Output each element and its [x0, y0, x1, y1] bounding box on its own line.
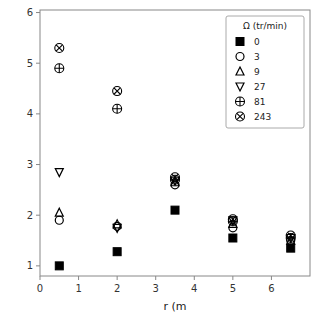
point	[228, 217, 237, 226]
y-tick-label: 2	[27, 210, 33, 221]
x-tick-label: 3	[153, 283, 159, 294]
marker-part	[236, 97, 245, 106]
point	[55, 216, 63, 224]
legend-label: 27	[254, 82, 265, 92]
y-tick-label: 6	[27, 7, 33, 18]
marker-part	[236, 53, 244, 61]
x-tick-label: 5	[230, 283, 236, 294]
x-tick	[194, 276, 195, 280]
point	[55, 64, 64, 73]
x-tick-label: 6	[268, 283, 274, 294]
legend-label: 3	[254, 52, 260, 62]
marker-part	[288, 232, 294, 238]
x-tick	[232, 276, 233, 280]
marker-part	[228, 217, 237, 226]
y-tick	[36, 215, 40, 216]
x-tick-label: 0	[37, 283, 43, 294]
marker-part	[55, 64, 64, 73]
x-tick	[40, 276, 41, 280]
x-tick-label: 1	[75, 283, 81, 294]
marker-part	[55, 216, 63, 224]
y-tick	[36, 113, 40, 114]
point	[113, 248, 121, 256]
marker-part	[55, 169, 63, 177]
y-tick-label: 4	[27, 108, 33, 119]
marker-part	[237, 113, 243, 119]
point	[55, 169, 63, 177]
point	[55, 208, 63, 216]
marker-part	[55, 262, 63, 270]
marker-part	[172, 174, 178, 180]
legend-label: 9	[254, 67, 260, 77]
chart: 0 1 2 3 4 5 6 1 2 3 4 5 6 r (m Ω (tr/min) 0 3 9 27 81 243	[0, 0, 320, 320]
marker-part	[113, 104, 122, 113]
x-tick	[271, 276, 272, 280]
point	[171, 206, 179, 214]
x-tick-label: 4	[191, 283, 197, 294]
marker-part	[113, 224, 121, 232]
marker-part	[287, 244, 295, 252]
marker-part	[228, 217, 237, 226]
x-axis-label: r (m	[163, 300, 186, 313]
legend-marker	[236, 53, 244, 61]
point	[228, 215, 237, 224]
marker-part	[286, 231, 295, 240]
marker-part	[236, 38, 244, 46]
legend-marker	[236, 97, 245, 106]
point	[113, 224, 121, 232]
marker-part	[230, 216, 236, 222]
legend-marker	[236, 38, 244, 46]
marker-part	[229, 234, 237, 242]
marker-part	[236, 67, 244, 75]
point	[286, 231, 295, 240]
y-tick-label: 5	[27, 58, 33, 69]
legend-box	[226, 16, 304, 128]
y-tick-label: 1	[27, 260, 33, 271]
point	[287, 244, 295, 252]
legend-label: 0	[254, 37, 260, 47]
x-tick	[155, 276, 156, 280]
marker-part	[114, 88, 120, 94]
plot-frame	[40, 10, 310, 276]
marker-part	[56, 45, 62, 51]
legend-label: 243	[254, 112, 271, 122]
marker-part	[113, 104, 122, 113]
marker-part	[55, 64, 64, 73]
point	[55, 44, 64, 53]
y-tick	[36, 164, 40, 165]
marker-part	[236, 97, 245, 106]
legend-title: Ω (tr/min)	[243, 21, 287, 31]
marker-part	[171, 206, 179, 214]
point	[55, 262, 63, 270]
marker-part	[171, 173, 180, 182]
x-tick	[78, 276, 79, 280]
marker-part	[113, 87, 122, 96]
x-tick	[117, 276, 118, 280]
legend-marker	[236, 112, 245, 121]
marker-part	[236, 112, 245, 121]
point	[229, 234, 237, 242]
y-tick-label: 3	[27, 159, 33, 170]
legend: Ω (tr/min) 0 3 9 27 81 243	[226, 16, 304, 128]
x-tick-label: 2	[114, 283, 120, 294]
marker-part	[55, 44, 64, 53]
marker-part	[236, 83, 244, 91]
y-tick	[36, 265, 40, 266]
legend-marker	[236, 67, 244, 75]
point	[113, 104, 122, 113]
marker-part	[228, 215, 237, 224]
legend-label: 81	[254, 97, 265, 107]
point	[113, 87, 122, 96]
y-tick	[36, 63, 40, 64]
marker-part	[113, 248, 121, 256]
point	[171, 173, 180, 182]
legend-marker	[236, 83, 244, 91]
marker-part	[55, 208, 63, 216]
y-tick	[36, 12, 40, 13]
